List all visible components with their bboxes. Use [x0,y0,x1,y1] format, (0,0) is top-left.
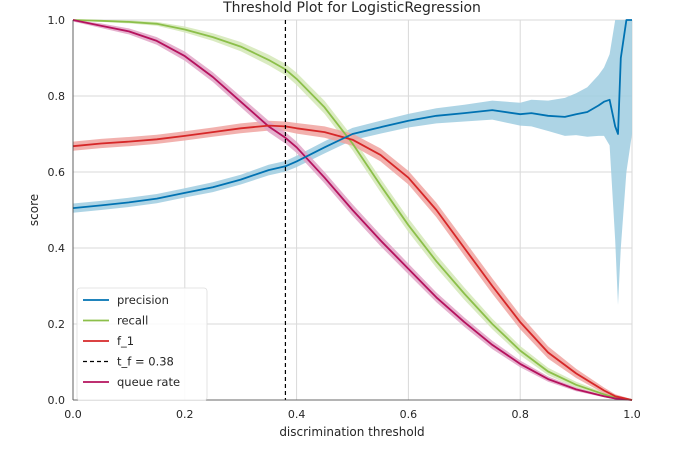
queue-rate-line [72,19,633,401]
legend-label-precision: precision [117,293,169,307]
series-lines [72,19,633,401]
x-tick-label: 0.0 [64,408,82,421]
y-tick-label: 0.8 [48,90,66,103]
x-tick-label: 0.6 [400,408,418,421]
x-tick-label: 1.0 [623,408,641,421]
y-tick-label: 1.0 [48,14,66,27]
legend-box [76,287,208,401]
legend: precision recall f_1 t_f = 0.38 queue rate [76,287,208,401]
recall-line [72,19,633,401]
legend-label-recall: recall [117,314,148,328]
f-1-band [73,120,632,400]
x-tick-label: 0.2 [176,408,194,421]
legend-label-f-1: f_1 [117,334,134,348]
y-tick-label: 0.0 [48,394,66,407]
y-tick-label: 0.6 [48,166,66,179]
chart-title: Threshold Plot for LogisticRegression [222,0,481,16]
x-axis-label: discrimination threshold [279,425,424,439]
y-axis-label: score [27,194,41,226]
legend-label-t-f-0-38: t_f = 0.38 [117,355,174,369]
f-1-line [72,124,633,401]
precision-line [72,19,632,209]
x-tick-label: 0.4 [288,408,306,421]
y-tick-label: 0.4 [48,242,66,255]
legend-label-queue-rate: queue rate [117,375,180,389]
x-tick-label: 0.8 [511,408,529,421]
tick-labels: 0.0 0.2 0.4 0.6 0.8 1.0 0.0 0.2 0.4 0.6 0.8 1.0 [48,14,641,421]
y-tick-label: 0.2 [48,318,66,331]
